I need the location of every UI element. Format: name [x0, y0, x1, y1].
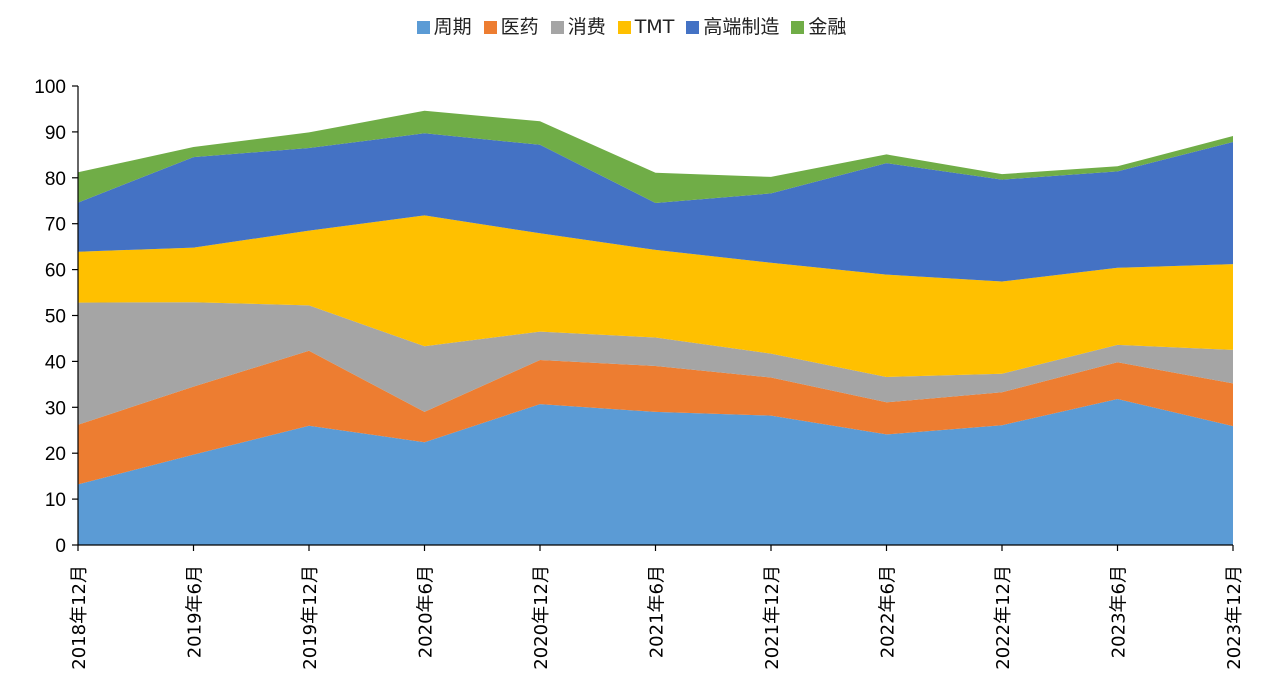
- legend-item: 高端制造: [686, 12, 779, 39]
- y-tick-label: 30: [45, 398, 66, 419]
- legend-swatch: [416, 21, 430, 34]
- legend-item: TMT: [617, 16, 675, 38]
- y-tick-label: 70: [45, 215, 66, 236]
- chart-axes: 0 10 20 30 40 50 60 70 80 90 100 2018年12月 2019年6月 201…: [34, 77, 1245, 670]
- legend-swatch: [791, 21, 805, 34]
- legend-item: 金融: [791, 12, 846, 39]
- y-tick-label: 100: [34, 77, 66, 98]
- legend-swatch: [483, 21, 497, 34]
- legend-swatch: [550, 21, 564, 34]
- legend-swatch: [686, 21, 700, 34]
- x-tick-label: 2023年12月: [1224, 565, 1245, 670]
- series-area: [78, 215, 1233, 377]
- series-area: [78, 302, 1233, 425]
- legend-label: 医药: [500, 16, 539, 38]
- series-area: [78, 133, 1233, 282]
- y-tick-label: 80: [45, 169, 66, 190]
- chart-legend: 周期 医药 消费 TMT 高端制造 金融: [0, 12, 1263, 39]
- y-tick-label: 90: [45, 123, 66, 144]
- x-tick-label: 2023年6月: [1109, 565, 1130, 658]
- legend-label: 金融: [808, 16, 847, 38]
- x-tick-label: 2020年6月: [416, 565, 437, 658]
- x-tick-label: 2021年12月: [762, 565, 783, 670]
- legend-label: 高端制造: [703, 16, 780, 38]
- x-tick-label: 2020年12月: [531, 565, 552, 670]
- chart-areas: [78, 110, 1233, 545]
- y-tick-label: 20: [45, 444, 66, 465]
- legend-label: 周期: [433, 16, 472, 38]
- legend-item: 医药: [483, 12, 539, 39]
- y-tick-label: 50: [45, 307, 66, 328]
- legend-label: 消费: [567, 16, 606, 38]
- legend-item: 周期: [416, 12, 472, 39]
- series-area: [78, 399, 1233, 545]
- x-tick-label: 2019年12月: [300, 565, 321, 670]
- x-tick-label: 2018年12月: [69, 565, 90, 670]
- x-tick-label: 2022年6月: [878, 565, 899, 658]
- x-tick-label: 2021年6月: [647, 565, 668, 658]
- y-tick-label: 60: [45, 261, 66, 282]
- x-tick-label: 2019年6月: [185, 565, 206, 658]
- series-area: [78, 110, 1233, 203]
- y-tick-label: 0: [55, 536, 66, 557]
- x-tick-label: 2022年12月: [993, 565, 1014, 670]
- legend-label: TMT: [634, 16, 675, 38]
- y-tick-label: 40: [45, 352, 66, 373]
- legend-item: 消费: [550, 12, 606, 39]
- y-tick-label: 10: [45, 490, 66, 511]
- series-area: [78, 350, 1233, 485]
- legend-swatch: [617, 21, 631, 34]
